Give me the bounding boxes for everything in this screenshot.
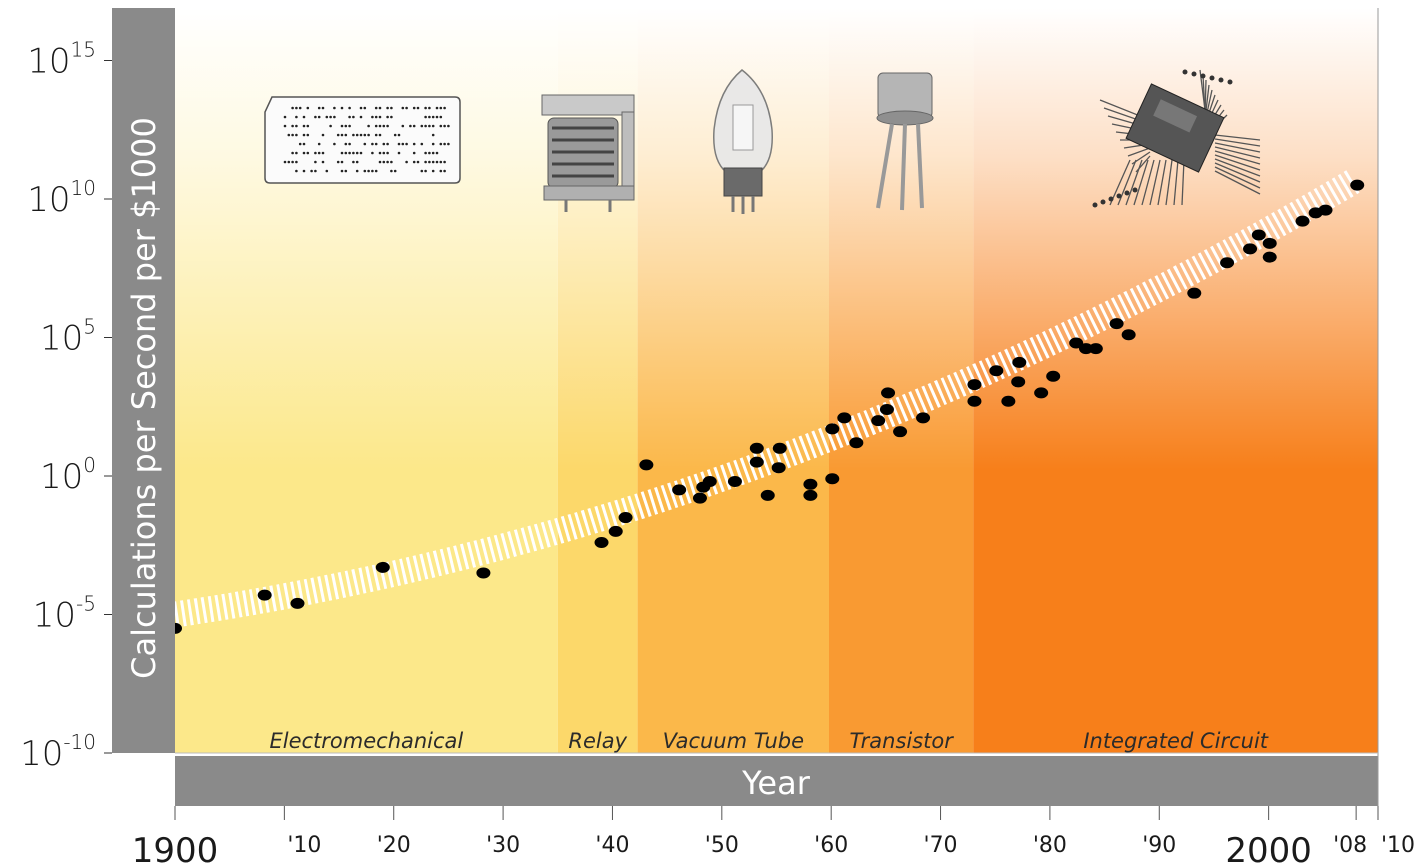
data-point (1262, 237, 1277, 249)
data-point (1121, 329, 1136, 341)
data-point (1034, 387, 1049, 399)
data-point (803, 489, 818, 501)
era-label: Relay (568, 729, 627, 753)
relay-icon (541, 94, 635, 212)
data-point (608, 525, 623, 537)
x-tick-label: '80 (1033, 833, 1067, 858)
data-point (825, 473, 840, 485)
data-point (1262, 251, 1277, 263)
data-point (1243, 243, 1258, 255)
x-tick-label: '08 (1333, 833, 1367, 858)
y-tick-label: 1010 (27, 176, 96, 220)
x-axis-bar (175, 756, 1378, 806)
data-point (594, 536, 609, 548)
data-point (618, 512, 633, 524)
y-axis-bar (112, 8, 175, 753)
punch-card-icon (264, 96, 461, 184)
y-tick-label: 100 (40, 453, 96, 497)
y-axis-title: Calculations per Second per $1000 (125, 117, 163, 679)
data-point (1109, 318, 1124, 330)
y-tick-label: 105 (40, 315, 96, 359)
data-point (1046, 370, 1061, 382)
data-point (837, 412, 852, 424)
x-tick-label: '60 (814, 833, 848, 858)
data-point (1069, 337, 1084, 349)
data-point (879, 404, 894, 416)
data-point (1088, 343, 1103, 355)
x-tick-label: '50 (705, 833, 739, 858)
era-label: Integrated Circuit (1083, 729, 1268, 753)
data-point (771, 462, 786, 474)
era-label: Vacuum Tube (663, 729, 804, 753)
trend-band (173, 168, 1363, 628)
x-axis-title: Year (741, 764, 811, 802)
era-labels: Electromechanical Relay Vacuum Tube Transis… (269, 729, 1268, 753)
data-point (1001, 395, 1016, 407)
trend-band-stripes (173, 168, 1363, 628)
y-tick-label: 10-10 (20, 730, 96, 774)
data-point (1078, 343, 1093, 355)
data-point (893, 426, 908, 438)
data-point (967, 395, 982, 407)
data-point (1350, 179, 1365, 191)
data-point (1220, 257, 1235, 269)
x-tick-label: '20 (377, 833, 411, 858)
y-tick-label: 1015 (27, 38, 96, 82)
data-point (749, 456, 764, 468)
data-point (760, 489, 775, 501)
integrated-circuit-icon (1092, 69, 1261, 208)
x-ticks: 1900 '10 '20 '30 '40 '50 '60 '70 '80 '90 2000 '08 '1… (132, 806, 1415, 867)
data-point (692, 492, 707, 504)
data-point (825, 423, 840, 435)
data-point (672, 484, 687, 496)
x-tick-label: 1900 (132, 831, 219, 867)
y-tick-label: 10-5 (33, 592, 96, 636)
data-point (1318, 204, 1333, 216)
data-point (881, 387, 896, 399)
data-point (375, 561, 390, 573)
data-point (1187, 287, 1202, 299)
data-point (702, 476, 717, 488)
data-point (916, 412, 931, 424)
x-tick-label: '90 (1142, 833, 1176, 858)
era-label: Electromechanical (269, 729, 463, 753)
data-point (257, 589, 272, 601)
data-point (1295, 215, 1310, 227)
x-tick-label: 2000 (1225, 831, 1312, 867)
data-point (989, 365, 1004, 377)
data-point (1012, 356, 1027, 368)
x-tick-label: '40 (595, 833, 629, 858)
data-point (803, 478, 818, 490)
data-point (1251, 229, 1266, 241)
data-point (871, 415, 886, 427)
x-tick-label: '70 (924, 833, 958, 858)
x-tick-label: '10 (287, 833, 321, 858)
era-label: Transistor (849, 729, 954, 753)
data-point (639, 459, 654, 471)
y-ticks: 1015 1010 105 100 10-5 10-10 (20, 38, 112, 774)
data-point (772, 442, 787, 454)
data-point (849, 437, 864, 449)
data-point (727, 476, 742, 488)
x-tick-label: '30 (486, 833, 520, 858)
x-tick-label: '10 (1381, 833, 1415, 858)
data-point (290, 597, 305, 609)
data-point (476, 567, 491, 579)
transistor-icon (876, 72, 934, 211)
data-point (967, 379, 982, 391)
data-point (749, 442, 764, 454)
data-point (1011, 376, 1026, 388)
vacuum-tube-icon (713, 69, 773, 214)
